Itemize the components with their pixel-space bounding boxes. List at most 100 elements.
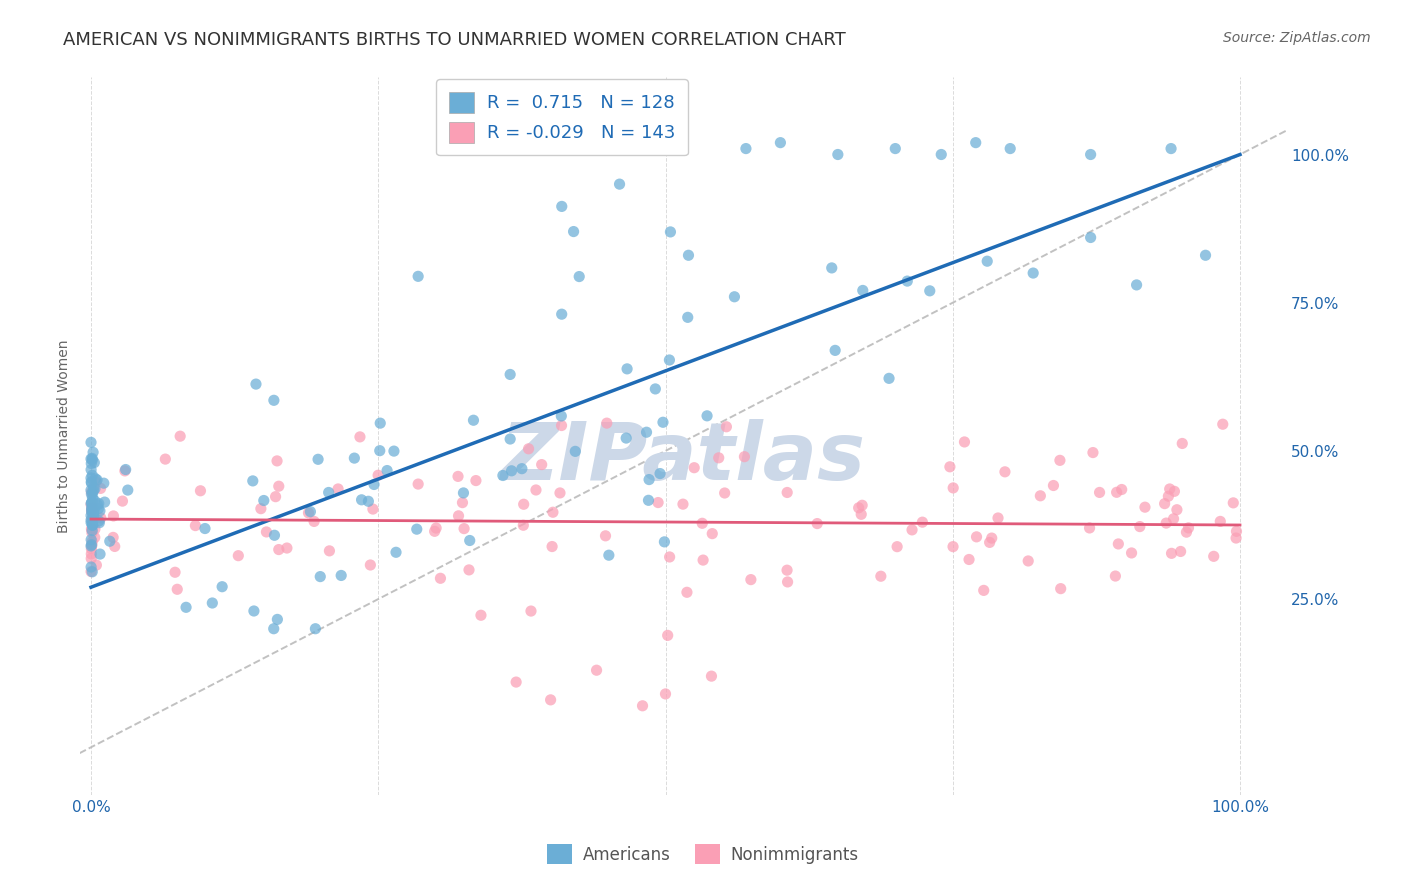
Point xyxy=(90,482,112,496)
Point xyxy=(551,199,574,213)
Point xyxy=(83,522,105,536)
Point xyxy=(80,513,103,527)
Point xyxy=(80,516,103,530)
Point xyxy=(541,540,564,554)
Point xyxy=(585,663,607,677)
Point xyxy=(83,480,105,494)
Point xyxy=(598,548,620,562)
Point xyxy=(174,600,197,615)
Point xyxy=(245,377,267,392)
Point xyxy=(83,493,105,508)
Text: Source: ZipAtlas.com: Source: ZipAtlas.com xyxy=(1223,31,1371,45)
Point xyxy=(654,687,676,701)
Point xyxy=(769,136,792,150)
Point xyxy=(540,693,562,707)
Point xyxy=(104,540,127,554)
Point xyxy=(524,483,547,497)
Point xyxy=(89,504,111,518)
Point xyxy=(80,485,103,500)
Point xyxy=(163,566,186,580)
Point xyxy=(80,512,103,526)
Point xyxy=(83,531,105,545)
Point xyxy=(318,485,340,500)
Point xyxy=(80,525,103,540)
Point xyxy=(1022,266,1045,280)
Point xyxy=(596,416,619,430)
Point xyxy=(501,464,523,478)
Point xyxy=(510,461,533,475)
Point xyxy=(886,540,908,554)
Point xyxy=(702,526,724,541)
Point xyxy=(568,269,591,284)
Point xyxy=(470,608,492,623)
Point xyxy=(80,503,103,517)
Point xyxy=(562,225,585,239)
Point xyxy=(429,571,451,585)
Point xyxy=(84,472,107,486)
Point xyxy=(84,482,107,496)
Point xyxy=(82,517,104,532)
Point xyxy=(83,508,105,522)
Point xyxy=(464,474,486,488)
Point xyxy=(226,549,249,563)
Point xyxy=(80,533,103,547)
Point xyxy=(942,540,965,554)
Point xyxy=(80,457,103,471)
Point xyxy=(1133,500,1156,515)
Point xyxy=(80,541,103,556)
Point xyxy=(458,533,481,548)
Point xyxy=(87,501,110,516)
Point xyxy=(966,530,988,544)
Point xyxy=(80,496,103,510)
Point xyxy=(80,483,103,497)
Point xyxy=(1049,453,1071,467)
Point xyxy=(683,460,706,475)
Point xyxy=(676,310,699,325)
Point xyxy=(616,362,638,376)
Point xyxy=(1170,544,1192,558)
Point xyxy=(447,508,470,523)
Point xyxy=(80,505,103,519)
Point xyxy=(86,473,108,487)
Point xyxy=(89,547,111,561)
Point xyxy=(423,524,446,539)
Point xyxy=(595,529,617,543)
Point xyxy=(848,500,870,515)
Point xyxy=(302,515,325,529)
Point xyxy=(267,479,290,493)
Point xyxy=(83,502,105,516)
Point xyxy=(1202,549,1225,564)
Point xyxy=(82,491,104,505)
Point xyxy=(80,475,103,489)
Point xyxy=(1153,497,1175,511)
Point xyxy=(1194,248,1216,262)
Point xyxy=(80,435,103,450)
Point xyxy=(723,290,745,304)
Point xyxy=(82,565,104,579)
Point xyxy=(707,450,730,465)
Point xyxy=(716,419,738,434)
Point xyxy=(82,524,104,538)
Point xyxy=(80,501,103,516)
Point xyxy=(299,505,322,519)
Point xyxy=(363,477,385,491)
Point xyxy=(648,467,671,481)
Point xyxy=(83,503,105,517)
Point xyxy=(512,518,534,533)
Point xyxy=(517,442,540,456)
Point xyxy=(1212,417,1234,432)
Point xyxy=(692,553,714,567)
Point xyxy=(700,669,723,683)
Point xyxy=(82,451,104,466)
Point xyxy=(965,136,987,150)
Point xyxy=(492,468,515,483)
Point xyxy=(82,483,104,498)
Point xyxy=(361,502,384,516)
Point xyxy=(654,534,676,549)
Point xyxy=(330,568,353,582)
Point xyxy=(659,225,682,239)
Point xyxy=(1160,546,1182,560)
Point xyxy=(211,580,233,594)
Point xyxy=(80,462,103,476)
Point xyxy=(425,521,447,535)
